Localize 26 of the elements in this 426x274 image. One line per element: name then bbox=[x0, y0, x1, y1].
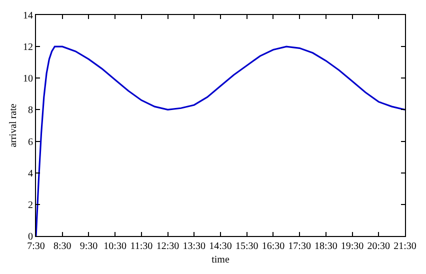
y-tick-label: 0 bbox=[28, 232, 33, 242]
y-tick-label: 6 bbox=[28, 136, 33, 148]
y-tick-label: 12 bbox=[23, 42, 33, 54]
x-tick-label: 11:30 bbox=[130, 241, 153, 252]
x-tick-label: 7:30 bbox=[27, 241, 45, 252]
x-tick-label: 10:30 bbox=[104, 241, 126, 252]
x-tick-label: 15:30 bbox=[235, 241, 258, 252]
x-tick-label: 20:30 bbox=[367, 241, 390, 252]
x-tick-label: 9:30 bbox=[80, 241, 98, 252]
y-tick-label: 8 bbox=[28, 105, 33, 116]
y-tick-label: 10 bbox=[23, 74, 33, 85]
x-tick-label: 18:30 bbox=[314, 241, 338, 252]
x-tick-label: 21:30 bbox=[394, 241, 416, 252]
x-tick-label: 13:30 bbox=[182, 241, 206, 252]
y-tick-label: 2 bbox=[28, 200, 33, 211]
x-tick-label: 19:30 bbox=[340, 241, 364, 252]
x-tick-label: 14:30 bbox=[209, 241, 232, 252]
x-tick-label: 17:30 bbox=[288, 241, 311, 252]
x-tick-label: 12:30 bbox=[156, 241, 180, 252]
x-tick-label: 8:30 bbox=[53, 241, 72, 252]
y-tick-label: 4 bbox=[28, 168, 33, 180]
line-series bbox=[36, 46, 405, 236]
x-axis-title: time bbox=[212, 254, 230, 266]
x-tick-label: 16:30 bbox=[262, 241, 285, 252]
y-tick-label: 14 bbox=[23, 10, 33, 22]
y-axis-title: arrival rate bbox=[8, 103, 19, 148]
